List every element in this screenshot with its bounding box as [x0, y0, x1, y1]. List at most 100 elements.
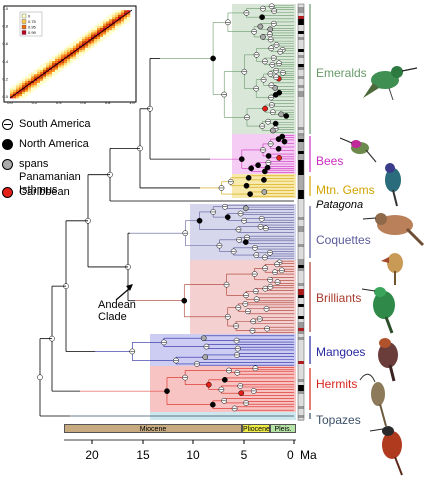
clade-label-bees: Bees: [316, 154, 344, 168]
inset-ytick-label: 1.0: [2, 6, 8, 11]
ancestral-node-marker: [283, 113, 290, 119]
ancestral-node-marker: [221, 376, 228, 383]
phylogenetic-tree: [37, 3, 294, 417]
axis-tick-label: 20: [85, 448, 99, 462]
emerald-bird-image: [363, 66, 418, 101]
ancestral-node-marker: [261, 189, 268, 195]
ancestral-node-marker: [205, 381, 212, 388]
geography-strip: [297, 3, 305, 421]
half-filled-circle-icon: [2, 119, 13, 130]
ancestral-node-marker: [164, 388, 170, 394]
ancestral-node-marker: [255, 162, 261, 169]
inset-xtick-label: 0.0: [7, 100, 13, 105]
ancestral-node-marker: [247, 191, 253, 197]
hermit-bird-image: [359, 373, 387, 427]
red-circle-icon: [2, 187, 13, 198]
axis-tick-label: 5: [240, 448, 248, 462]
ancestral-node-marker: [261, 168, 268, 175]
ancestral-node-marker: [267, 26, 274, 33]
inset-xtick-label: 1.0: [129, 100, 135, 105]
inset-legend-label: 0.75: [28, 19, 37, 24]
inset-xtick-label: 0.4: [56, 100, 62, 105]
inset-legend-label: 0.95: [28, 25, 37, 30]
epoch-pleistocene: Pleis.: [270, 424, 296, 433]
ancestral-node-marker: [272, 120, 279, 127]
ancestral-node-marker: [242, 239, 249, 245]
geography-legend: South America North America spans Panama…: [2, 118, 109, 206]
clade-label-coquettes: Coquettes: [316, 233, 371, 247]
inset-ytick-label: 0.4: [2, 59, 8, 64]
black-circle-icon: [2, 139, 13, 150]
bee-bird-image: [339, 137, 377, 163]
ancestral-node-marker: [262, 105, 268, 112]
ancestral-node-marker: [248, 165, 255, 172]
mtn-gem-bird-image: [385, 163, 401, 207]
ancestral-node-marker: [275, 145, 282, 152]
ancestral-node-marker: [261, 177, 267, 183]
clade-label-mtn-gems: Mtn. Gems: [316, 183, 375, 197]
clade-label-mangoes: Mangoes: [316, 345, 366, 359]
epoch-pliocene: Pliocene: [242, 424, 270, 433]
annotation-line: Andean: [98, 299, 136, 311]
legend-item-south-america: South America: [2, 118, 109, 138]
clade-label-emeralds: Emeralds: [316, 66, 367, 80]
ancestral-node-marker: [196, 217, 203, 224]
ancestral-node-marker: [257, 23, 264, 30]
inset-xtick-label: 0.6: [80, 100, 86, 105]
inset-legend-label: 0.99: [28, 30, 37, 35]
ancestral-node-marker: [272, 91, 279, 98]
legend-item-caribbean: Caribbean: [2, 186, 109, 206]
legend-label: spans Panamanian Isthmus: [19, 158, 81, 196]
ancestral-node-marker: [245, 174, 252, 181]
clade-label-brilliants: Brilliants: [316, 291, 362, 305]
ancestral-node-marker: [260, 34, 266, 40]
inset-ytick-label: 0.2: [2, 76, 8, 81]
inset-ytick-label: 0.8: [2, 24, 8, 29]
inset-plot: 0.0 0.2 0.4 0.6 0.8 1.00.00.20.40.60.81.0 00.…: [2, 5, 137, 105]
ancestral-node-marker: [238, 390, 245, 396]
coquette-bird-image: [381, 253, 403, 285]
ancestral-node-marker: [238, 156, 245, 162]
ancestral-node-marker: [210, 55, 216, 62]
time-axis: [64, 439, 296, 444]
andean-clade-annotation: Andean Clade: [98, 299, 136, 323]
bird-illustrations: [339, 66, 425, 476]
ancestral-node-marker: [181, 297, 188, 304]
legend-label: North America: [19, 138, 89, 150]
clade-label-patagona: Patagona: [316, 199, 364, 211]
inset-legend-label: 0: [28, 14, 31, 19]
annotation-line: Clade: [98, 311, 127, 323]
axis-tick-label: 15: [136, 448, 150, 462]
axis-tick-label: 10: [186, 448, 200, 462]
ancestral-node-marker: [275, 136, 282, 142]
ancestral-node-marker: [209, 401, 216, 408]
inset-xtick-label: 0.8: [105, 100, 111, 105]
legend-label: South America: [19, 118, 91, 130]
mango-bird-image: [378, 338, 398, 382]
ancestral-node-marker: [276, 155, 282, 161]
inset-ytick-label: 0.6: [2, 41, 8, 46]
ancestral-node-marker: [224, 214, 231, 220]
ancestral-node-marker: [281, 138, 288, 145]
gray-circle-icon: [2, 159, 13, 170]
ancestral-node-marker: [200, 335, 207, 342]
brilliant-bird-image: [361, 287, 395, 334]
axis-tick-label: 0: [287, 448, 294, 462]
ancestral-node-marker: [242, 205, 249, 212]
ancestral-node-marker: [265, 153, 272, 159]
legend-item-north-america: North America: [2, 138, 109, 158]
ancestral-node-marker: [278, 111, 284, 118]
axis-unit-label: Ma: [300, 448, 317, 462]
epoch-miocene: Miocene: [64, 424, 242, 433]
ancestral-node-marker: [243, 182, 250, 189]
inset-xtick-label: 0.2: [32, 100, 38, 105]
clade-label-hermits: Hermits: [316, 377, 358, 391]
ancestral-node-marker: [202, 354, 209, 361]
andean-clade-arrow: [115, 284, 133, 301]
inset-ytick-label: 0.0: [2, 94, 8, 99]
legend-item-isthmus: spans Panamanian Isthmus: [2, 158, 109, 196]
topaz-bird-image: [369, 426, 403, 476]
clade-label-topazes: Topazes: [316, 413, 361, 427]
ancestral-node-marker: [37, 374, 43, 381]
